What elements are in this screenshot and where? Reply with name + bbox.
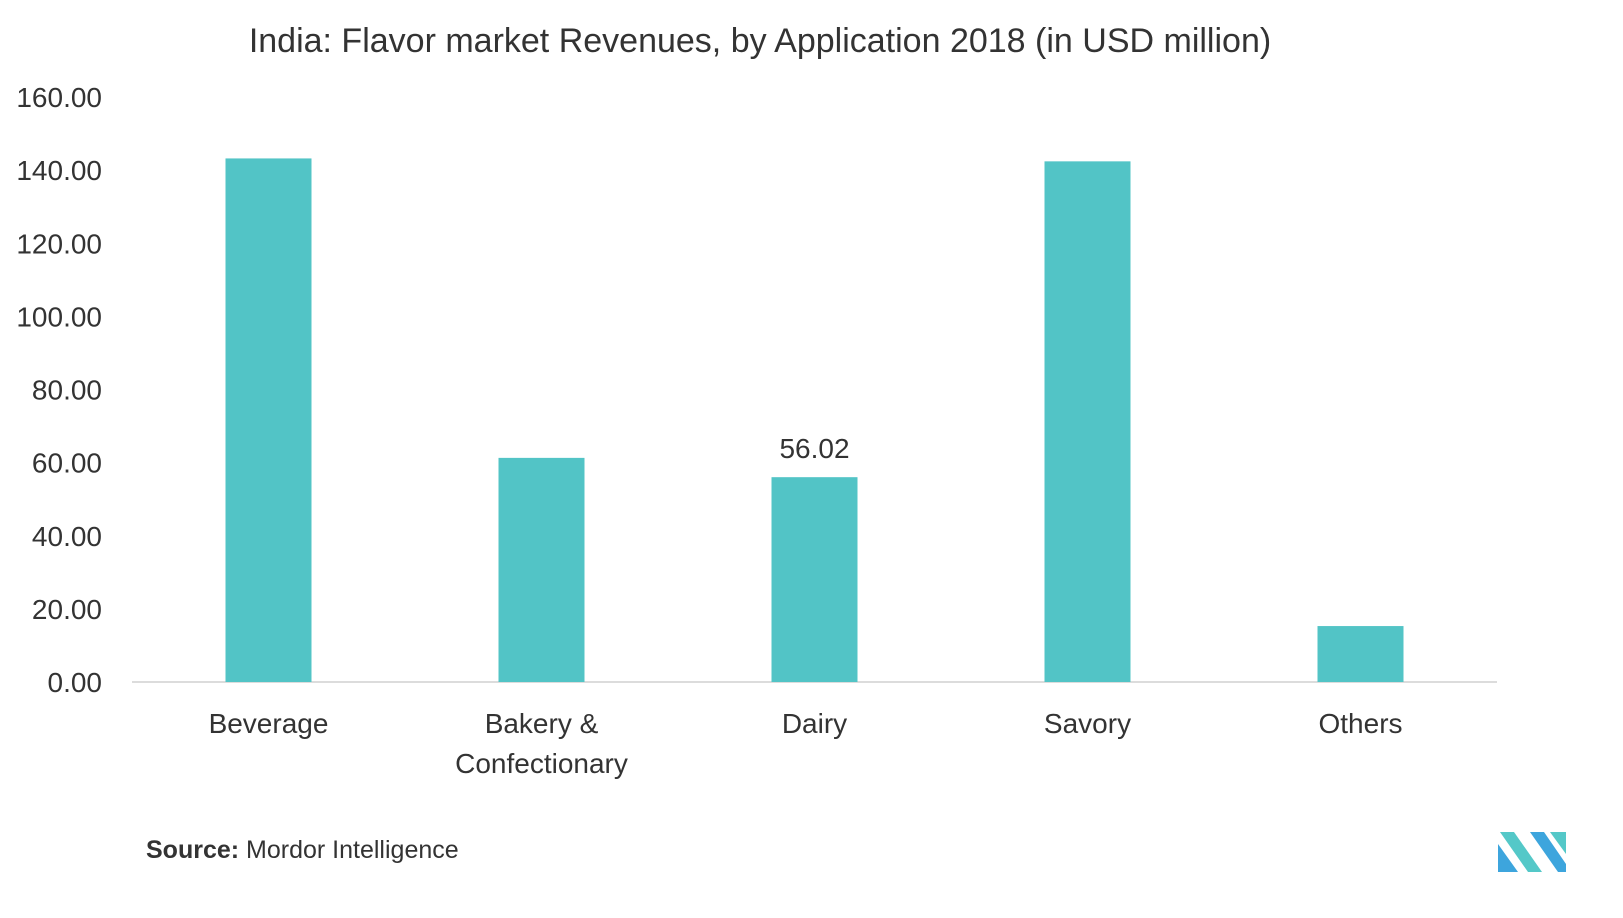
y-tick-label: 60.00 <box>32 448 102 479</box>
x-category-label: Confectionary <box>455 748 628 779</box>
bar <box>1044 161 1131 683</box>
chart-title: India: Flavor market Revenues, by Applic… <box>249 22 1271 60</box>
source-text: Mordor Intelligence <box>246 836 459 864</box>
x-category-label: Dairy <box>782 708 847 739</box>
y-tick-label: 40.00 <box>32 521 102 552</box>
bar <box>225 158 312 683</box>
x-category-label: Bakery & <box>485 708 599 739</box>
y-tick-label: 20.00 <box>32 594 102 625</box>
y-tick-label: 0.00 <box>48 667 103 698</box>
bar-data-label: 56.02 <box>779 433 849 464</box>
bar <box>771 477 858 682</box>
bars <box>225 158 1404 683</box>
y-tick-label: 140.00 <box>16 155 102 186</box>
y-tick-label: 160.00 <box>16 82 102 113</box>
x-axis-category-labels: Beverage Bakery & Confectionary Dairy Savory… <box>209 708 1403 779</box>
y-tick-label: 100.00 <box>16 301 102 332</box>
bar <box>498 457 585 682</box>
y-tick-label: 120.00 <box>16 228 102 259</box>
y-tick-label: 80.00 <box>32 375 102 406</box>
bar <box>1317 626 1404 682</box>
mordor-intelligence-logo-icon <box>1498 832 1566 872</box>
data-labels: 56.02 <box>779 433 849 464</box>
x-category-label: Savory <box>1044 708 1131 739</box>
source-note: Source: Mordor Intelligence <box>146 836 459 865</box>
x-category-label: Others <box>1318 708 1402 739</box>
y-axis-ticks: 0.00 20.00 40.00 60.00 80.00 100.00 120.00 140.… <box>16 82 102 698</box>
x-category-label: Beverage <box>209 708 329 739</box>
source-label: Source: <box>146 836 240 864</box>
